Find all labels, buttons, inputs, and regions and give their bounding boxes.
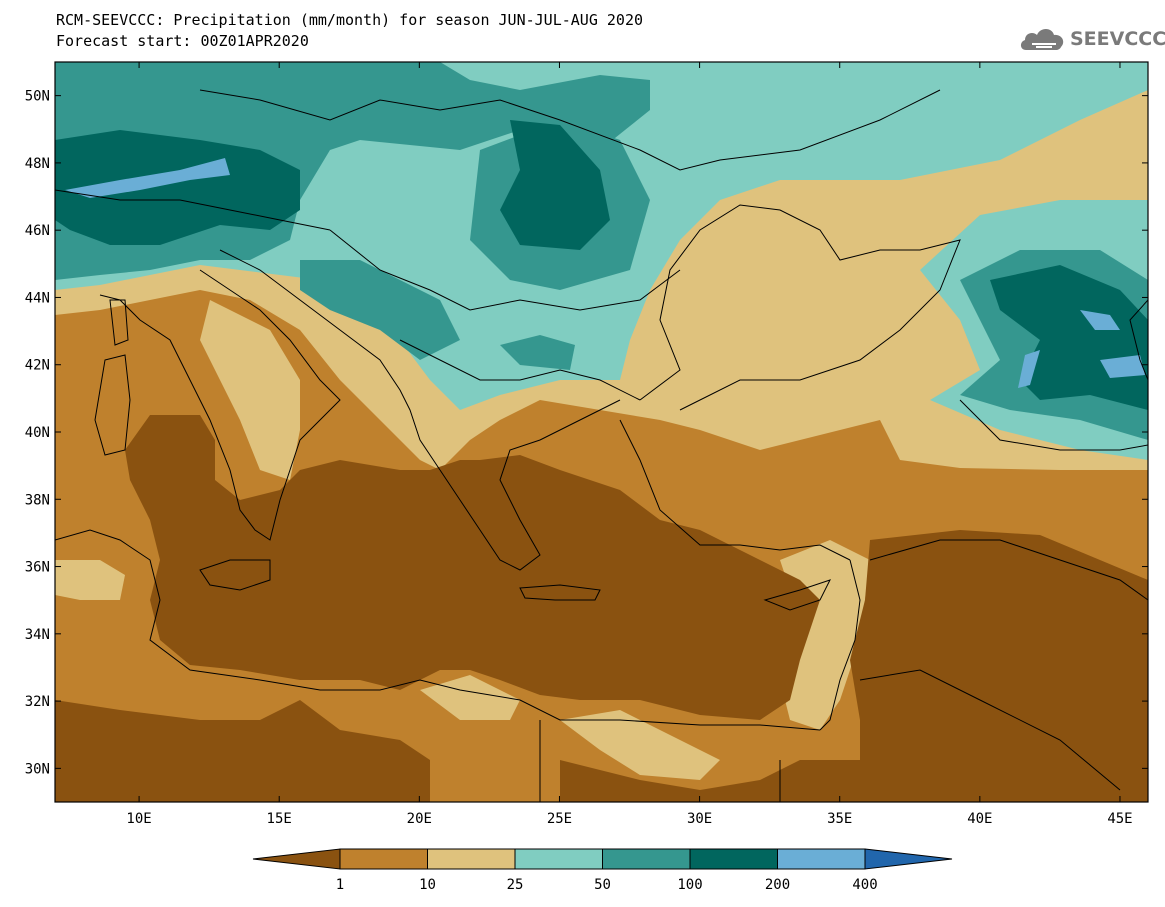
lon-tick-label: 45E	[1107, 811, 1132, 827]
lon-tick-label: 10E	[126, 811, 151, 827]
coastline-crete	[519, 584, 601, 601]
border-arabia	[859, 669, 1121, 791]
precipitation-field	[55, 62, 1148, 802]
coastline-levant	[819, 559, 861, 731]
colorbar-swatch	[339, 848, 428, 870]
coastline-black-sea	[639, 204, 961, 411]
coastline-cyprus	[763, 579, 831, 611]
colorbar-lower-arrow	[252, 848, 341, 870]
border-balkans	[399, 339, 641, 401]
lon-tick-label: 30E	[687, 811, 712, 827]
lon-axis: 10E 15E 20E 25E 30E 35E 40E 45E	[126, 62, 1133, 827]
colorbar-swatch	[427, 848, 516, 870]
band-200-400	[65, 158, 230, 198]
band-10-25-italy	[200, 300, 300, 480]
band-50-100-balkans	[300, 260, 460, 360]
coastline-adriatic-east	[219, 249, 441, 471]
colorbar-upper-arrow	[864, 848, 953, 870]
lat-axis: 50N 48N 46N 44N 42N 40N 38N 36N 34N 32N 30N	[25, 89, 1148, 777]
colorbar-label: 400	[852, 877, 877, 893]
coastline-sicily	[199, 559, 271, 591]
cloud-icon	[1020, 29, 1064, 50]
colorbar-label: 200	[765, 877, 790, 893]
border-danube	[329, 229, 681, 311]
chart-title: RCM-SEEVCCC: Precipitation (mm/month) fo…	[56, 11, 643, 29]
band-200-400-caucasus-b	[1100, 355, 1145, 378]
lat-tick-label: 46N	[25, 223, 50, 239]
border-central-europe	[199, 89, 941, 171]
coastline-greece	[439, 399, 621, 571]
band-100-200	[55, 130, 300, 245]
band-lt-1-egypt	[560, 760, 860, 802]
band-200-400-caucasus-c	[1018, 350, 1040, 388]
coastline-corsica	[109, 299, 129, 346]
band-lt-1	[125, 415, 820, 720]
lat-tick-label: 34N	[25, 627, 50, 643]
colorbar: 1 10 25 50 100 200 400	[252, 848, 953, 893]
colorbar-label: 1	[336, 877, 344, 893]
lat-tick-label: 32N	[25, 694, 50, 710]
coastlines	[55, 89, 1148, 802]
lat-tick-label: 42N	[25, 358, 50, 374]
lat-tick-label: 40N	[25, 425, 50, 441]
band-lt-1-arabia	[850, 530, 1148, 802]
seevccc-logo: SEEVCCC	[1018, 22, 1165, 56]
colorbar-label: 100	[677, 877, 702, 893]
lat-tick-label: 50N	[25, 89, 50, 105]
band-100-200-carpathians	[500, 120, 610, 250]
band-10-25-tunisia	[55, 560, 125, 600]
lon-tick-label: 15E	[267, 811, 292, 827]
colorbar-swatch	[514, 848, 603, 870]
coastline-caspian	[1129, 299, 1148, 381]
colorbar-swatch	[689, 848, 778, 870]
coastline-sardinia	[94, 354, 131, 456]
colorbar-label: 10	[419, 877, 436, 893]
band-50-100-bulgaria	[500, 335, 575, 370]
band-lt-1-sahara	[55, 700, 430, 802]
lat-tick-label: 38N	[25, 492, 50, 508]
lat-tick-label: 30N	[25, 761, 50, 777]
border-alps	[55, 189, 331, 231]
chart-subtitle: Forecast start: 00Z01APR2020	[56, 32, 309, 50]
lon-tick-label: 40E	[967, 811, 992, 827]
border-turkey-east	[959, 399, 1148, 451]
coastline-north-africa	[55, 529, 821, 731]
lat-tick-label: 44N	[25, 290, 50, 306]
coastline-turkey-south	[619, 419, 851, 561]
band-10-25-egypt	[560, 710, 720, 780]
colorbar-swatch	[602, 848, 691, 870]
coastline-italy	[99, 269, 341, 541]
border-syria-iraq	[869, 539, 1148, 601]
lat-tick-label: 48N	[25, 156, 50, 172]
logo-text: SEEVCCC	[1070, 28, 1165, 50]
colorbar-swatch	[777, 848, 866, 870]
lon-tick-label: 35E	[827, 811, 852, 827]
lat-tick-label: 36N	[25, 560, 50, 576]
lon-tick-label: 25E	[547, 811, 572, 827]
colorbar-label: 50	[594, 877, 611, 893]
lon-tick-label: 20E	[407, 811, 432, 827]
colorbar-label: 25	[507, 877, 524, 893]
band-200-400-caucasus-a	[1080, 310, 1120, 330]
